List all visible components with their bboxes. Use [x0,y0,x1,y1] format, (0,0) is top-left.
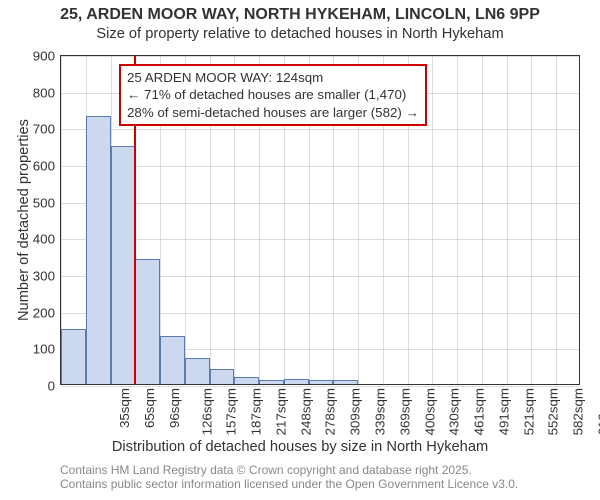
x-tick-label: 552sqm [546,388,561,435]
histogram-bar [135,259,160,384]
y-tick-label: 400 [33,232,55,247]
x-tick-label: 248sqm [298,388,313,435]
histogram-bar [210,369,235,384]
y-tick-label: 300 [33,269,55,284]
y-tick-label: 900 [33,49,55,64]
y-tick-label: 700 [33,122,55,137]
annotation-line: 25 ARDEN MOOR WAY: 124sqm [127,69,419,86]
annotation-box: 25 ARDEN MOOR WAY: 124sqm← 71% of detach… [119,64,427,126]
x-tick-label: 521sqm [521,388,536,435]
annotation-line: 28% of semi-detached houses are larger (… [127,104,419,121]
y-gridline [61,203,579,204]
x-tick-label: 96sqm [167,388,182,428]
histogram-bar [234,377,259,384]
x-tick-label: 35sqm [117,388,132,428]
histogram-bar [333,380,358,384]
x-gridline [457,56,458,384]
x-tick-label: 339sqm [372,388,387,435]
x-tick-label: 278sqm [323,388,338,435]
y-gridline [61,386,579,387]
x-tick-label: 187sqm [249,388,264,435]
x-gridline [432,56,433,384]
histogram-bar [86,116,111,384]
y-gridline [61,239,579,240]
chart-plot-area: 010020030040050060070080090035sqm65sqm96… [60,55,580,385]
y-tick-label: 0 [48,379,55,394]
histogram-bar [284,379,309,385]
x-tick-label: 613sqm [595,388,600,435]
histogram-bar [61,329,86,384]
x-tick-label: 217sqm [273,388,288,435]
histogram-bar [185,358,210,384]
histogram-bar [160,336,185,384]
y-axis-label: Number of detached properties [16,55,32,385]
x-gridline [531,56,532,384]
x-tick-label: 126sqm [199,388,214,435]
x-tick-label: 65sqm [142,388,157,428]
y-gridline [61,129,579,130]
footer-line-1: Contains HM Land Registry data © Crown c… [60,463,472,477]
page-subtitle: Size of property relative to detached ho… [0,26,600,42]
histogram-bar [309,380,334,384]
y-tick-label: 100 [33,342,55,357]
x-tick-label: 369sqm [397,388,412,435]
y-tick-label: 600 [33,159,55,174]
x-gridline [556,56,557,384]
x-tick-label: 157sqm [224,388,239,435]
page-title: 25, ARDEN MOOR WAY, NORTH HYKEHAM, LINCO… [0,6,600,24]
y-tick-label: 500 [33,195,55,210]
y-tick-label: 200 [33,305,55,320]
x-tick-label: 400sqm [422,388,437,435]
x-tick-label: 309sqm [348,388,363,435]
annotation-line: ← 71% of detached houses are smaller (1,… [127,86,419,103]
footer-line-2: Contains public sector information licen… [60,477,518,491]
y-gridline [61,56,579,57]
x-tick-label: 461sqm [471,388,486,435]
x-axis-label: Distribution of detached houses by size … [0,439,600,455]
x-tick-label: 430sqm [447,388,462,435]
histogram-bar [259,380,284,384]
x-gridline [482,56,483,384]
y-gridline [61,166,579,167]
x-tick-label: 582sqm [571,388,586,435]
y-tick-label: 800 [33,85,55,100]
x-gridline [507,56,508,384]
x-tick-label: 491sqm [496,388,511,435]
histogram-bar [111,146,136,384]
